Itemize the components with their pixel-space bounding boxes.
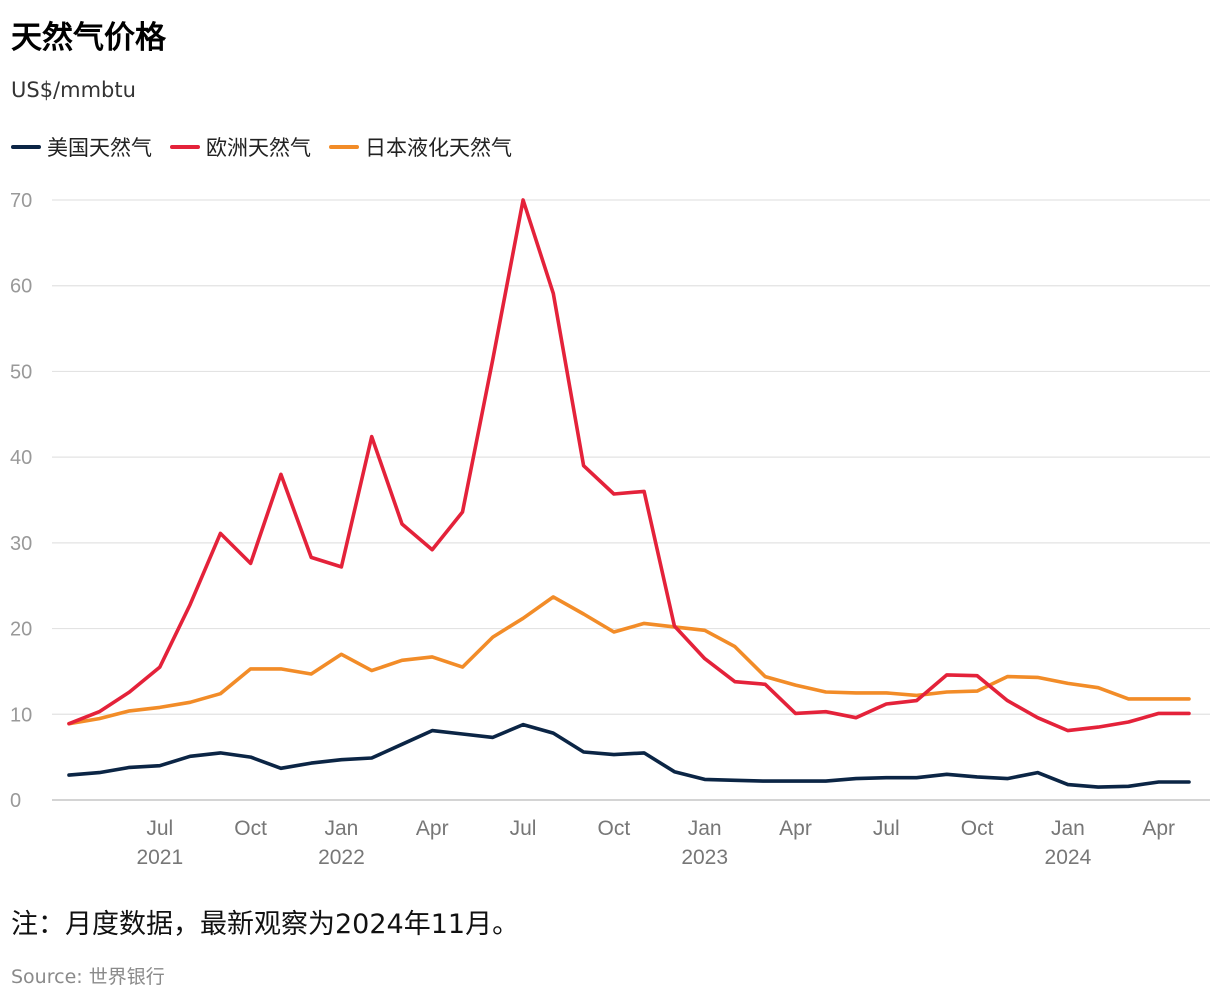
x-tick-year-label: 2022 [318, 846, 365, 869]
legend: 美国天然气 欧洲天然气 日本液化天然气 [11, 132, 530, 162]
legend-item-us-gas: 美国天然气 [11, 132, 152, 162]
x-tick-label: Apr [416, 817, 449, 840]
x-tick-label: Jan [325, 817, 359, 840]
legend-label-us-gas: 美国天然气 [47, 136, 152, 160]
y-tick-label: 10 [10, 704, 32, 726]
x-tick-year-label: 2021 [136, 846, 183, 869]
y-tick-label: 20 [10, 619, 32, 641]
legend-swatch-us-gas [11, 145, 41, 149]
legend-label-japan-lng: 日本液化天然气 [365, 136, 512, 160]
series-line-japan-lng [67, 595, 1191, 726]
series-line-europe-gas [67, 198, 1191, 733]
chart-unit-label: US$/mmbtu [11, 78, 136, 102]
x-tick-label: Apr [1142, 817, 1175, 840]
legend-label-europe-gas: 欧洲天然气 [206, 136, 311, 160]
gridlines [52, 199, 1210, 801]
source-credit: Source: 世界银行 [11, 966, 165, 988]
y-tick-label: 30 [10, 533, 32, 555]
y-tick-label: 70 [10, 190, 32, 212]
x-tick-label: Apr [779, 817, 812, 840]
x-tick-year-label: 2023 [681, 846, 728, 869]
x-tick-label: Jan [688, 817, 722, 840]
legend-swatch-japan-lng [329, 145, 359, 149]
legend-item-japan-lng: 日本液化天然气 [329, 132, 512, 162]
line-chart: 0 10 20 30 40 50 60 70 Jul 2021 Oct Jan 2022 Apr Jul O… [10, 190, 1210, 869]
y-tick-label: 0 [10, 790, 21, 812]
chart-title: 天然气价格 [11, 20, 166, 56]
x-tick-label: Jul [146, 817, 173, 840]
x-tick-label: Jul [873, 817, 900, 840]
footnote: 注：月度数据，最新观察为2024年11月。 [11, 909, 520, 940]
y-tick-label: 40 [10, 447, 32, 469]
y-tick-label: 50 [10, 361, 32, 383]
legend-swatch-europe-gas [170, 145, 200, 149]
y-axis-ticks: 0 10 20 30 40 50 60 70 [10, 190, 32, 812]
x-axis-ticks: Jul 2021 Oct Jan 2022 Apr Jul Oct Jan 2023 Apr Jul O… [136, 817, 1175, 869]
series-line-us-gas [67, 722, 1191, 789]
x-tick-label: Oct [234, 817, 267, 840]
series-lines [67, 198, 1191, 789]
x-tick-label: Oct [961, 817, 994, 840]
x-tick-year-label: 2024 [1045, 846, 1092, 869]
x-tick-label: Jan [1051, 817, 1085, 840]
legend-item-europe-gas: 欧洲天然气 [170, 132, 311, 162]
x-tick-label: Jul [510, 817, 537, 840]
y-tick-label: 60 [10, 276, 32, 298]
x-tick-label: Oct [598, 817, 631, 840]
